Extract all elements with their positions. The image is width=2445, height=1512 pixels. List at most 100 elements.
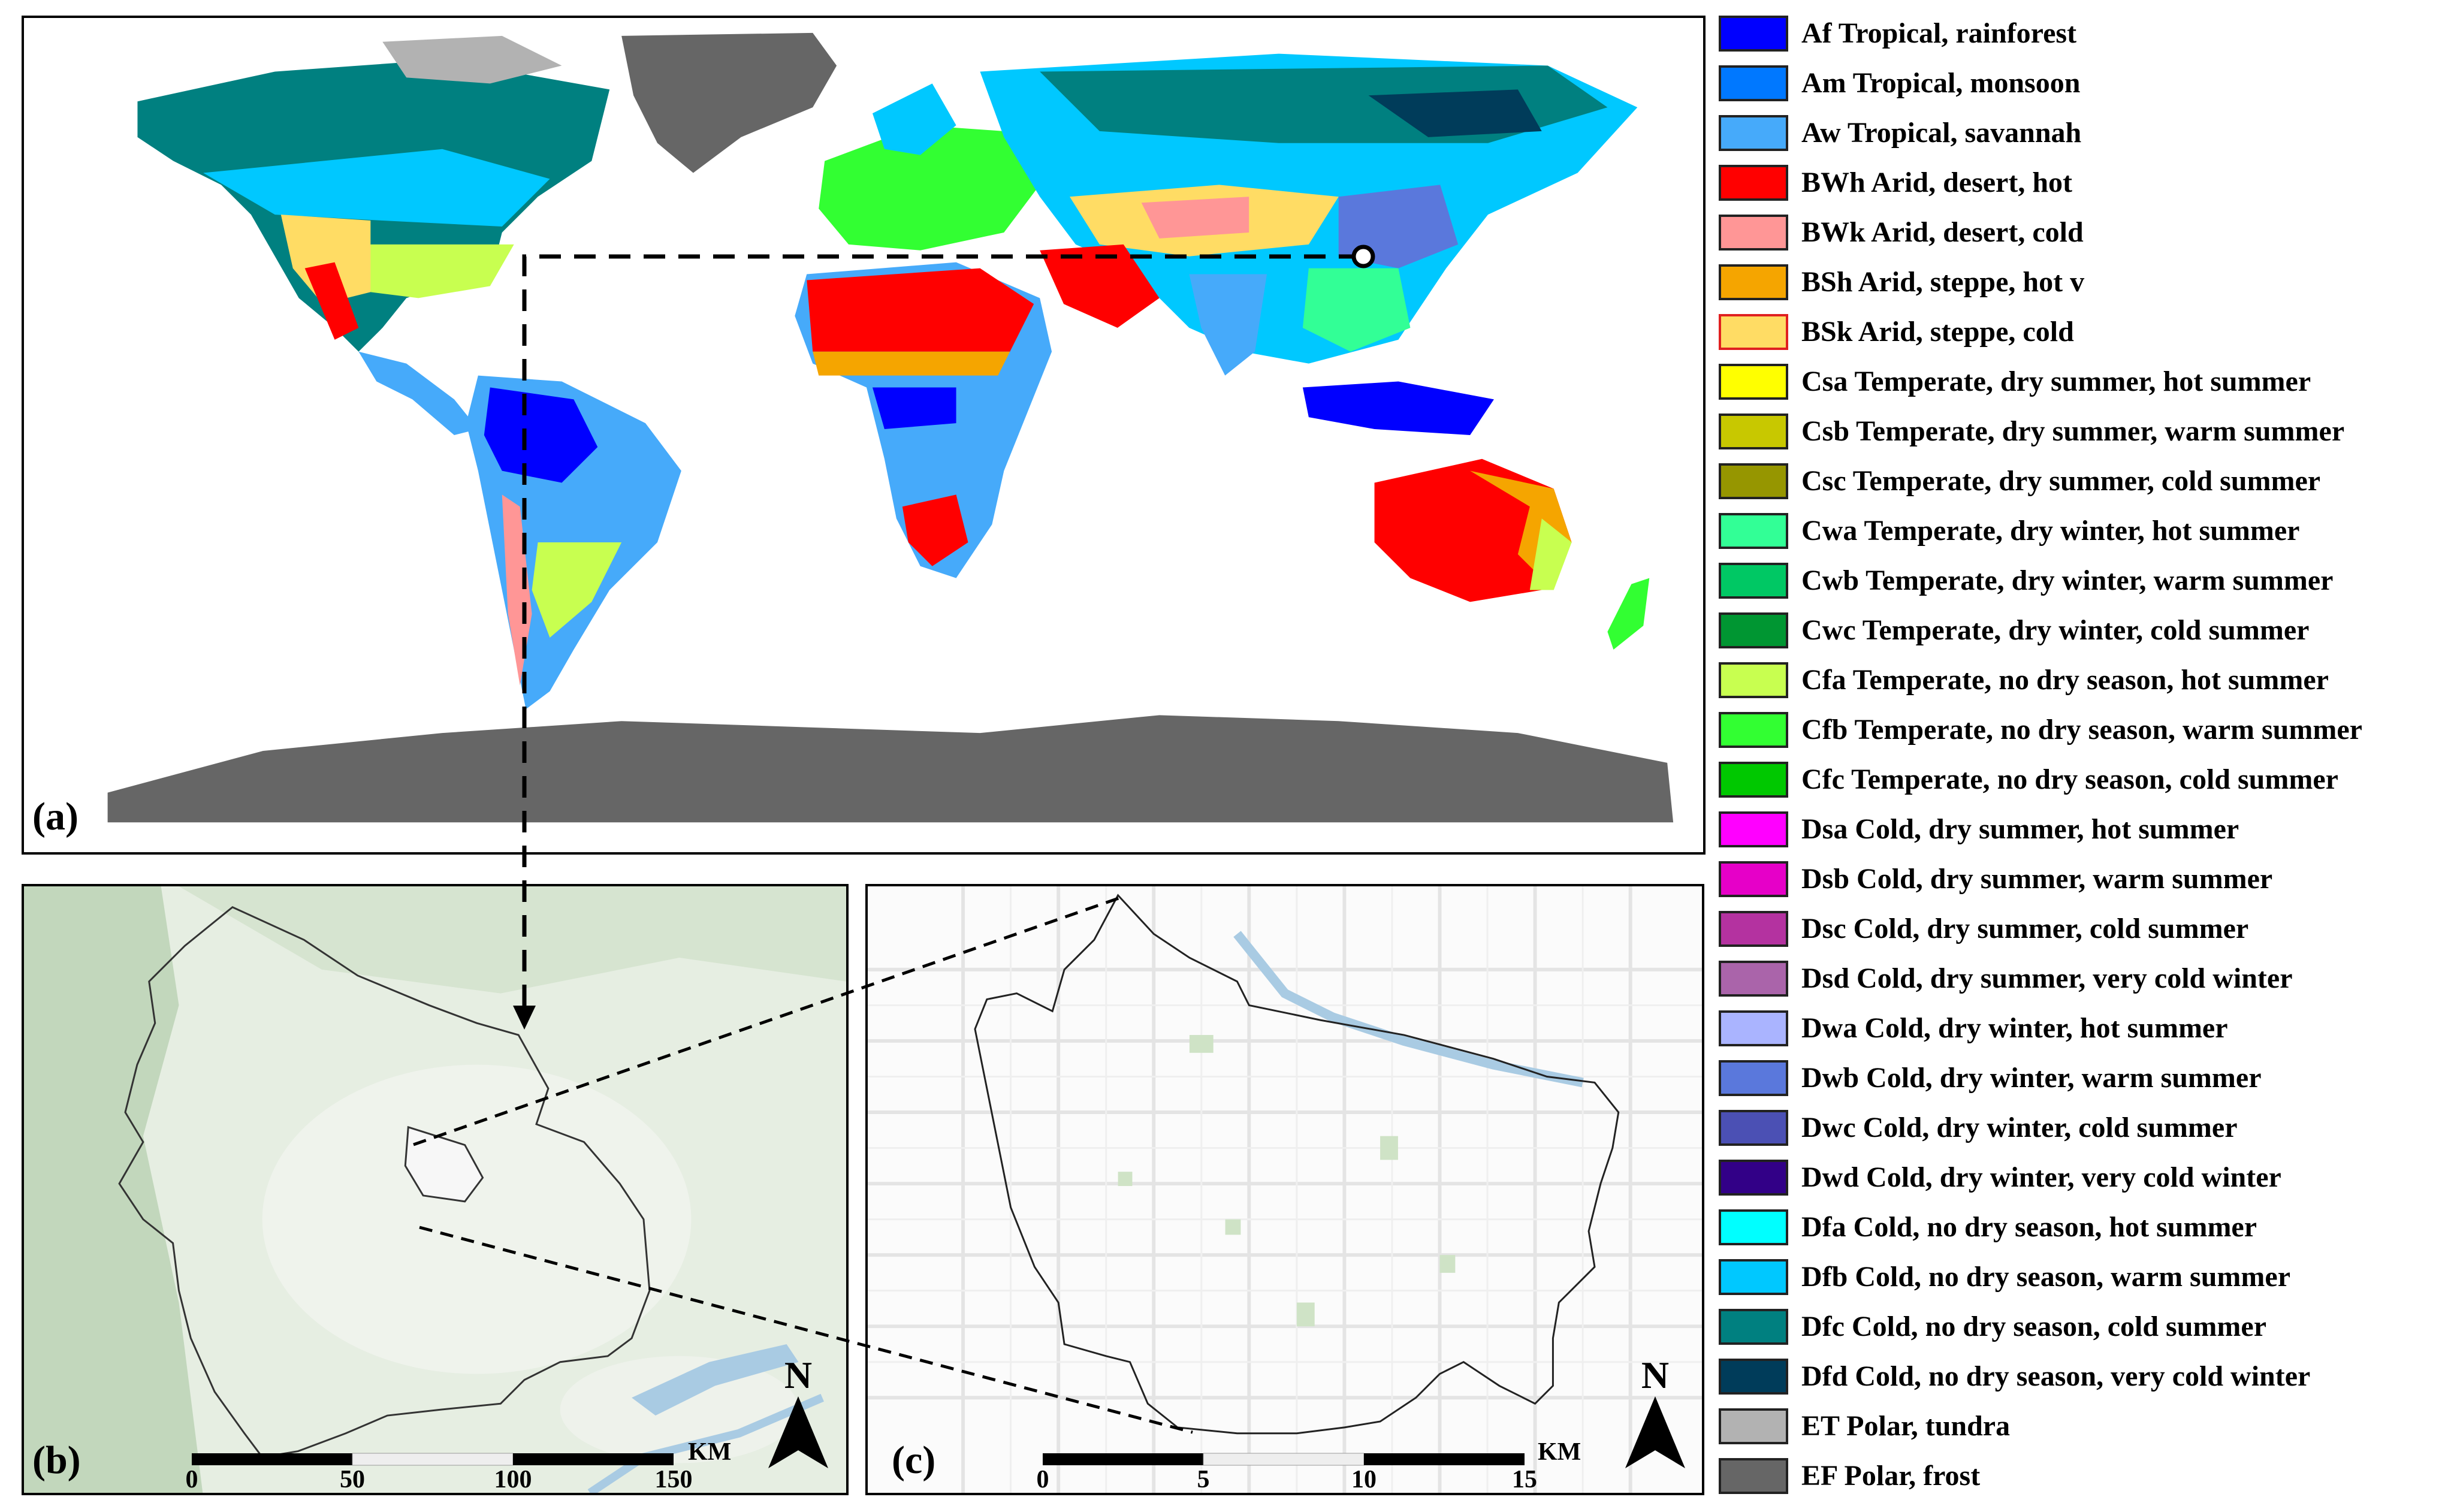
legend-item-csc: Csc Temperate, dry summer, cold summer <box>1717 461 2437 504</box>
legend-swatch-dfd <box>1719 1359 1788 1395</box>
legend-item-dwa: Dwa Cold, dry winter, hot summer <box>1717 1008 2437 1051</box>
legend-label-cfb: Cfb Temperate, no dry season, warm summe… <box>1801 714 2362 746</box>
legend-item-cwb: Cwb Temperate, dry winter, warm summer <box>1717 560 2437 603</box>
legend-swatch-dsa <box>1719 811 1788 847</box>
europe-landmass <box>819 125 1040 251</box>
legend-label-dsa: Dsa Cold, dry summer, hot summer <box>1801 813 2239 845</box>
legend-item-dfd: Dfd Cold, no dry season, very cold winte… <box>1717 1356 2437 1399</box>
legend-label-dsc: Dsc Cold, dry summer, cold summer <box>1801 913 2249 944</box>
legend-label-dfa: Dfa Cold, no dry season, hot summer <box>1801 1211 2257 1243</box>
legend-item-aw: Aw Tropical, savannah <box>1717 113 2437 156</box>
legend-label-bwh: BWh Arid, desert, hot <box>1801 167 2073 198</box>
central-asia-desert <box>1141 197 1249 239</box>
na-desert <box>304 262 359 340</box>
australia-east-coast <box>1529 518 1572 590</box>
urban-core-map: (c) <box>865 884 1704 1495</box>
legend-swatch-dwa <box>1719 1010 1788 1046</box>
central-africa-rainforest <box>872 387 956 430</box>
legend-label-cwa: Cwa Temperate, dry winter, hot summer <box>1801 515 2300 547</box>
regional-map: (b) <box>22 884 849 1495</box>
legend-item-csb: Csb Temperate, dry summer, warm summer <box>1717 411 2437 454</box>
legend-swatch-dfb <box>1719 1259 1788 1295</box>
na-steppe <box>280 215 371 304</box>
legend-label-cfc: Cfc Temperate, no dry season, cold summe… <box>1801 763 2338 795</box>
indonesia-islands <box>1302 381 1494 435</box>
legend-swatch-aw <box>1719 115 1788 151</box>
legend-swatch-dwc <box>1719 1110 1788 1146</box>
legend-item-csa: Csa Temperate, dry summer, hot summer <box>1717 361 2437 405</box>
legend-swatch-cfb <box>1719 712 1788 748</box>
legend-label-csc: Csc Temperate, dry summer, cold summer <box>1801 465 2321 497</box>
panel-b-label: (b) <box>32 1438 81 1482</box>
world-climate-map: (a) <box>22 16 1706 855</box>
green-patches <box>1118 1035 1456 1327</box>
legend-swatch-cwc <box>1719 612 1788 648</box>
na-boreal-band <box>203 149 550 227</box>
legend-item-dsa: Dsa Cold, dry summer, hot summer <box>1717 809 2437 852</box>
legend-swatch-dsc <box>1719 911 1788 947</box>
legend-label-dfc: Dfc Cold, no dry season, cold summer <box>1801 1311 2266 1342</box>
legend-label-dwa: Dwa Cold, dry winter, hot summer <box>1801 1012 2228 1044</box>
legend-label-et: ET Polar, tundra <box>1801 1410 2011 1442</box>
arctic-islands <box>382 35 562 84</box>
legend-item-dsb: Dsb Cold, dry summer, warm summer <box>1717 859 2437 902</box>
greenland-region <box>621 32 837 173</box>
panel-a-label: (a) <box>32 795 79 838</box>
regional-map-graphic <box>24 886 846 1493</box>
legend-label-am: Am Tropical, monsoon <box>1801 67 2081 99</box>
legend-swatch-bsh <box>1719 264 1788 300</box>
urban-core-graphic <box>868 886 1702 1493</box>
legend-item-cwc: Cwc Temperate, dry winter, cold summer <box>1717 610 2437 653</box>
legend-swatch-dsb <box>1719 861 1788 897</box>
legend-item-bsh: BSh Arid, steppe, hot v <box>1717 262 2437 305</box>
legend-swatch-dwd <box>1719 1160 1788 1196</box>
sahara-desert <box>807 268 1034 352</box>
legend-swatch-et <box>1719 1408 1788 1444</box>
legend-label-dsb: Dsb Cold, dry summer, warm summer <box>1801 863 2273 895</box>
east-siberia-dfd <box>1368 89 1542 137</box>
legend-item-am: Am Tropical, monsoon <box>1717 63 2437 106</box>
legend-swatch-dfc <box>1719 1309 1788 1345</box>
legend-item-cfb: Cfb Temperate, no dry season, warm summe… <box>1717 710 2437 753</box>
panel-c-label: (c) <box>892 1438 936 1482</box>
legend-item-dfa: Dfa Cold, no dry season, hot summer <box>1717 1207 2437 1250</box>
plain-patch-1 <box>262 1064 692 1374</box>
na-temperate <box>358 244 514 298</box>
legend-item-dsc: Dsc Cold, dry summer, cold summer <box>1717 909 2437 952</box>
legend-swatch-cwa <box>1719 513 1788 549</box>
legend-label-dfd: Dfd Cold, no dry season, very cold winte… <box>1801 1360 2311 1392</box>
legend-label-cwc: Cwc Temperate, dry winter, cold summer <box>1801 614 2310 646</box>
legend-label-dwb: Dwb Cold, dry winter, warm summer <box>1801 1062 2262 1094</box>
legend-item-dwb: Dwb Cold, dry winter, warm summer <box>1717 1058 2437 1101</box>
legend-label-dwd: Dwd Cold, dry winter, very cold winter <box>1801 1161 2281 1193</box>
legend-item-dfc: Dfc Cold, no dry season, cold summer <box>1717 1306 2437 1350</box>
legend-label-bwk: BWk Arid, desert, cold <box>1801 216 2084 248</box>
legend-label-dwc: Dwc Cold, dry winter, cold summer <box>1801 1112 2238 1143</box>
legend-swatch-af <box>1719 16 1788 52</box>
legend-swatch-cwb <box>1719 563 1788 599</box>
legend-item-dwc: Dwc Cold, dry winter, cold summer <box>1717 1107 2437 1151</box>
legend-swatch-bsk <box>1719 314 1788 350</box>
new-zealand <box>1607 578 1650 650</box>
legend-item-af: Af Tropical, rainforest <box>1717 13 2437 56</box>
legend-swatch-dfa <box>1719 1209 1788 1245</box>
india-savannah <box>1189 274 1267 376</box>
world-map-graphic <box>107 32 1674 823</box>
legend-item-cfc: Cfc Temperate, no dry season, cold summe… <box>1717 759 2437 802</box>
mountain-shading-west <box>24 886 203 1493</box>
legend-label-af: Af Tropical, rainforest <box>1801 17 2077 49</box>
legend-label-cfa: Cfa Temperate, no dry season, hot summer <box>1801 664 2329 696</box>
legend-swatch-csa <box>1719 364 1788 400</box>
legend-item-bwk: BWk Arid, desert, cold <box>1717 212 2437 255</box>
legend-label-csa: Csa Temperate, dry summer, hot summer <box>1801 366 2311 397</box>
legend-item-dfb: Dfb Cold, no dry season, warm summer <box>1717 1257 2437 1300</box>
legend-swatch-cfa <box>1719 662 1788 698</box>
legend-item-dwd: Dwd Cold, dry winter, very cold winter <box>1717 1157 2437 1200</box>
legend-label-bsh: BSh Arid, steppe, hot v <box>1801 266 2085 298</box>
legend-label-dsd: Dsd Cold, dry summer, very cold winter <box>1801 962 2293 994</box>
legend-label-cwb: Cwb Temperate, dry winter, warm summer <box>1801 565 2334 596</box>
legend-item-cwa: Cwa Temperate, dry winter, hot summer <box>1717 511 2437 554</box>
legend-swatch-csb <box>1719 414 1788 449</box>
legend-label-csb: Csb Temperate, dry summer, warm summer <box>1801 415 2345 447</box>
legend-label-bsk: BSk Arid, steppe, cold <box>1801 316 2074 348</box>
